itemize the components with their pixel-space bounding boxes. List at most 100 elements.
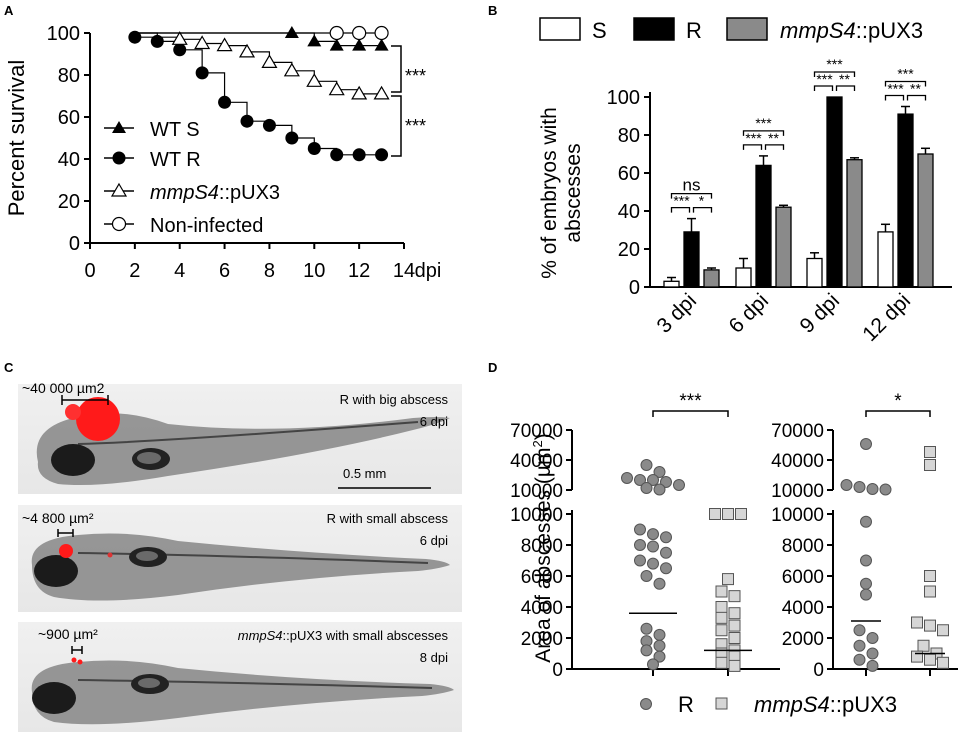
panel-a-legend: WT S WT R mmpS4::pUX3 Non-infected bbox=[104, 119, 280, 237]
b-sig-right-bracket-2 bbox=[835, 85, 856, 91]
d-point-r-1-1-2 bbox=[866, 483, 879, 495]
d-point-m-1-5-0 bbox=[917, 639, 930, 652]
a-point-1-6 bbox=[218, 95, 232, 109]
a-series-line-0 bbox=[134, 32, 382, 47]
d-point-r-1-1-3 bbox=[879, 483, 892, 496]
a-ytick-label-40: 40 bbox=[58, 149, 80, 171]
legend-d-r: R bbox=[678, 692, 694, 717]
a-point-3-13 bbox=[374, 25, 389, 41]
d-point-r-0-5-1 bbox=[647, 557, 659, 570]
a-point-1-3 bbox=[150, 34, 164, 48]
fish-drawing-2 bbox=[31, 529, 450, 601]
b-sig-right-bracket-3 bbox=[906, 94, 927, 101]
d-point-m-0-0-0 bbox=[709, 508, 721, 520]
d-ytick-low-label-0-8000: 8000 bbox=[521, 536, 563, 557]
d-ytick-low-label-0-0: 0 bbox=[552, 660, 563, 681]
a-point-1-5 bbox=[195, 66, 209, 80]
b-bar-2-1 bbox=[826, 96, 843, 288]
a-point-2-10 bbox=[306, 73, 323, 87]
d-point-r-0-4-0 bbox=[634, 539, 646, 551]
big-abscess bbox=[76, 397, 120, 441]
fish-image-1: R with big abscess 6 dpi 0.5 mm bbox=[18, 384, 462, 494]
fish-3-caption: mmpS4::pUX3 with small abscesses bbox=[237, 628, 448, 643]
d-ytick-high-label-1-40000: 40000 bbox=[771, 451, 824, 472]
fish-3-stage: 8 dpi bbox=[419, 650, 448, 665]
b-sig-top-bracket-2 bbox=[813, 71, 856, 77]
d-subplot-1: 10000 40000 70000 0 2000 4000 6000 8000 10000 * bbox=[771, 391, 958, 681]
a-point-1-9 bbox=[285, 131, 299, 145]
d-point-m-0-5-0 bbox=[715, 624, 728, 637]
panel-d-ylabel: Area of abscesses (µm2) bbox=[530, 433, 555, 662]
a-point-2-5 bbox=[194, 35, 211, 50]
a-point-2-13 bbox=[373, 85, 390, 100]
legend-r-swatch bbox=[633, 17, 675, 41]
b-category-3: 12 dpi bbox=[858, 289, 915, 346]
panel-a-sig-upper: *** bbox=[405, 66, 426, 86]
d-point-r-0-3-2 bbox=[660, 531, 672, 544]
panel-a-bracket-upper bbox=[391, 45, 402, 93]
panel-b-ylabel-1: % of embryos with bbox=[538, 107, 561, 279]
legend-mmps4-swatch bbox=[726, 17, 768, 41]
small-abscess bbox=[59, 544, 73, 558]
b-ytick-label-0: 0 bbox=[629, 277, 640, 299]
a-point-2-4 bbox=[171, 31, 188, 45]
legend-s-label: S bbox=[592, 18, 607, 43]
d-point-r-0-9-1 bbox=[653, 650, 666, 663]
d-sig-label-1: * bbox=[894, 391, 902, 412]
a-xtick-label-8: 8 bbox=[264, 260, 275, 282]
a-ytick-label-20: 20 bbox=[58, 191, 80, 213]
scale-bar-label: 0.5 mm bbox=[343, 466, 387, 481]
fish-drawing-1 bbox=[36, 395, 451, 489]
small-abscess-2 bbox=[77, 659, 83, 665]
a-point-1-4 bbox=[173, 43, 187, 57]
b-sig-right-3: ** bbox=[910, 81, 921, 97]
d-sig-bracket-0 bbox=[652, 410, 729, 417]
a-xtick-label-4: 4 bbox=[174, 260, 185, 282]
b-sig-top-0: ns bbox=[683, 176, 701, 195]
d-point-r-1-7-0 bbox=[853, 639, 866, 652]
d-point-r-1-2-0 bbox=[860, 515, 872, 528]
panel-b-label: B bbox=[488, 3, 497, 18]
d-ytick-low-label-1-4000: 4000 bbox=[782, 598, 824, 619]
d-point-m-0-8-0 bbox=[715, 656, 728, 669]
fish-3-area-label: ~900 µm² bbox=[38, 626, 98, 642]
b-sig-left-bracket-0 bbox=[670, 206, 691, 213]
b-bar-0-1 bbox=[683, 231, 700, 288]
panel-b-ylabel-2: abscesses bbox=[562, 143, 585, 242]
d-point-r-1-5-0 bbox=[860, 588, 872, 601]
d-ytick-high-label-0-70000: 70000 bbox=[510, 421, 563, 442]
d-point-r-1-1-1 bbox=[853, 481, 866, 493]
d-ytick-low-label-0-10000: 10000 bbox=[510, 505, 563, 526]
d-sig-bracket-1 bbox=[865, 410, 931, 417]
d-point-m-1-4-1 bbox=[924, 619, 936, 632]
b-sig-top-bracket-0 bbox=[670, 192, 713, 199]
b-bar-0-2 bbox=[703, 269, 720, 288]
d-point-m-0-8-1 bbox=[728, 659, 741, 672]
a-point-2-7 bbox=[238, 43, 256, 58]
d-point-m-0-0-2 bbox=[735, 508, 747, 520]
b-sig-right-2: ** bbox=[839, 71, 850, 87]
d-point-r-0-0-0 bbox=[640, 459, 653, 471]
d-point-r-0-1-0 bbox=[621, 472, 633, 484]
b-ytick-label-80: 80 bbox=[618, 125, 640, 147]
panel-c-label: C bbox=[4, 360, 14, 375]
d-point-m-1-6-0 bbox=[911, 650, 923, 663]
b-ytick-label-40: 40 bbox=[618, 201, 640, 223]
d-point-r-1-8-1 bbox=[866, 659, 879, 672]
a-point-0-10 bbox=[307, 34, 322, 47]
panel-d-label: D bbox=[488, 360, 497, 375]
a-point-0-13 bbox=[374, 38, 389, 51]
b-sig-top-2: *** bbox=[826, 56, 843, 72]
a-point-3-11 bbox=[329, 25, 344, 41]
d-point-r-0-10-0 bbox=[647, 658, 659, 671]
a-xtick-label-2: 2 bbox=[129, 260, 140, 282]
legend-triangle-filled-icon bbox=[112, 121, 126, 133]
a-series-line-2 bbox=[134, 32, 382, 95]
d-point-m-0-0-1 bbox=[722, 508, 734, 520]
d-point-m-1-6-2 bbox=[937, 656, 949, 669]
d-subplot-0: 10000 40000 70000 0 2000 4000 6000 8000 10000 *** bbox=[510, 391, 780, 681]
a-point-1-13 bbox=[375, 148, 389, 162]
d-point-r-1-7-1 bbox=[866, 647, 879, 660]
b-category-0: 3 dpi bbox=[653, 289, 701, 337]
d-ytick-low-label-0-6000: 6000 bbox=[521, 567, 563, 588]
